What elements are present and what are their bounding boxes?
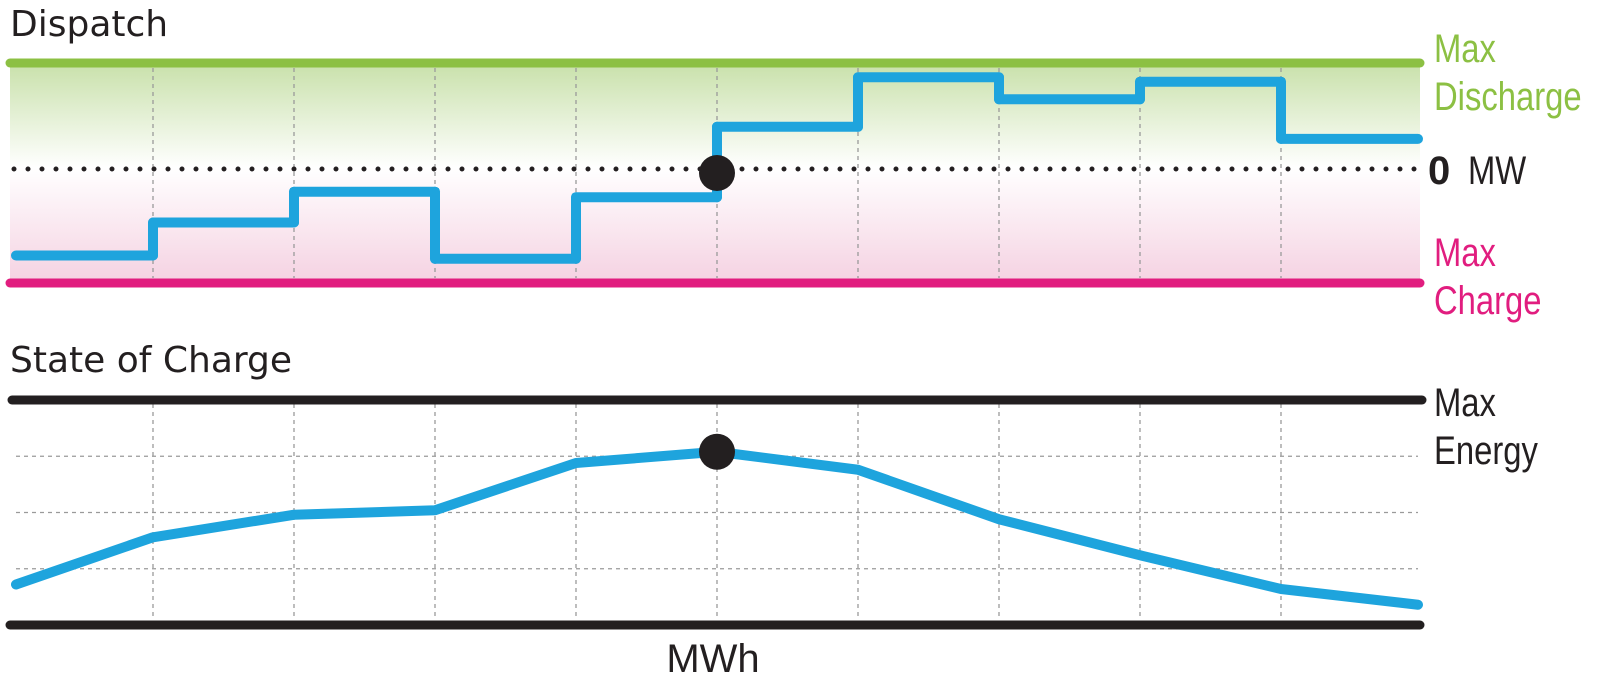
max-energy-label-1: Max [1434, 380, 1496, 425]
soc-series [11, 433, 1423, 610]
zero-mw-unit: MW [1468, 148, 1527, 193]
soc-x-axis-label: MWh [666, 637, 759, 679]
dispatch-series [11, 72, 1423, 264]
soc-panel: State of Charge Max Energy MWh [5, 340, 1539, 679]
max-discharge-label-1: Max [1434, 26, 1496, 71]
max-energy-label-2: Energy [1434, 428, 1539, 473]
soc-highlight-point [699, 433, 735, 470]
max-charge-label-2: Charge [1434, 278, 1542, 323]
dispatch-panel: Dispatch Max Discharge 0 MW Max Charge [5, 4, 1582, 323]
dispatch-highlight-point [699, 155, 735, 191]
soc-title: State of Charge [10, 340, 292, 381]
max-charge-label-1: Max [1434, 230, 1496, 275]
zero-mw-number: 0 [1428, 149, 1450, 193]
max-discharge-label-2: Discharge [1434, 74, 1582, 119]
dispatch-title: Dispatch [10, 4, 168, 45]
